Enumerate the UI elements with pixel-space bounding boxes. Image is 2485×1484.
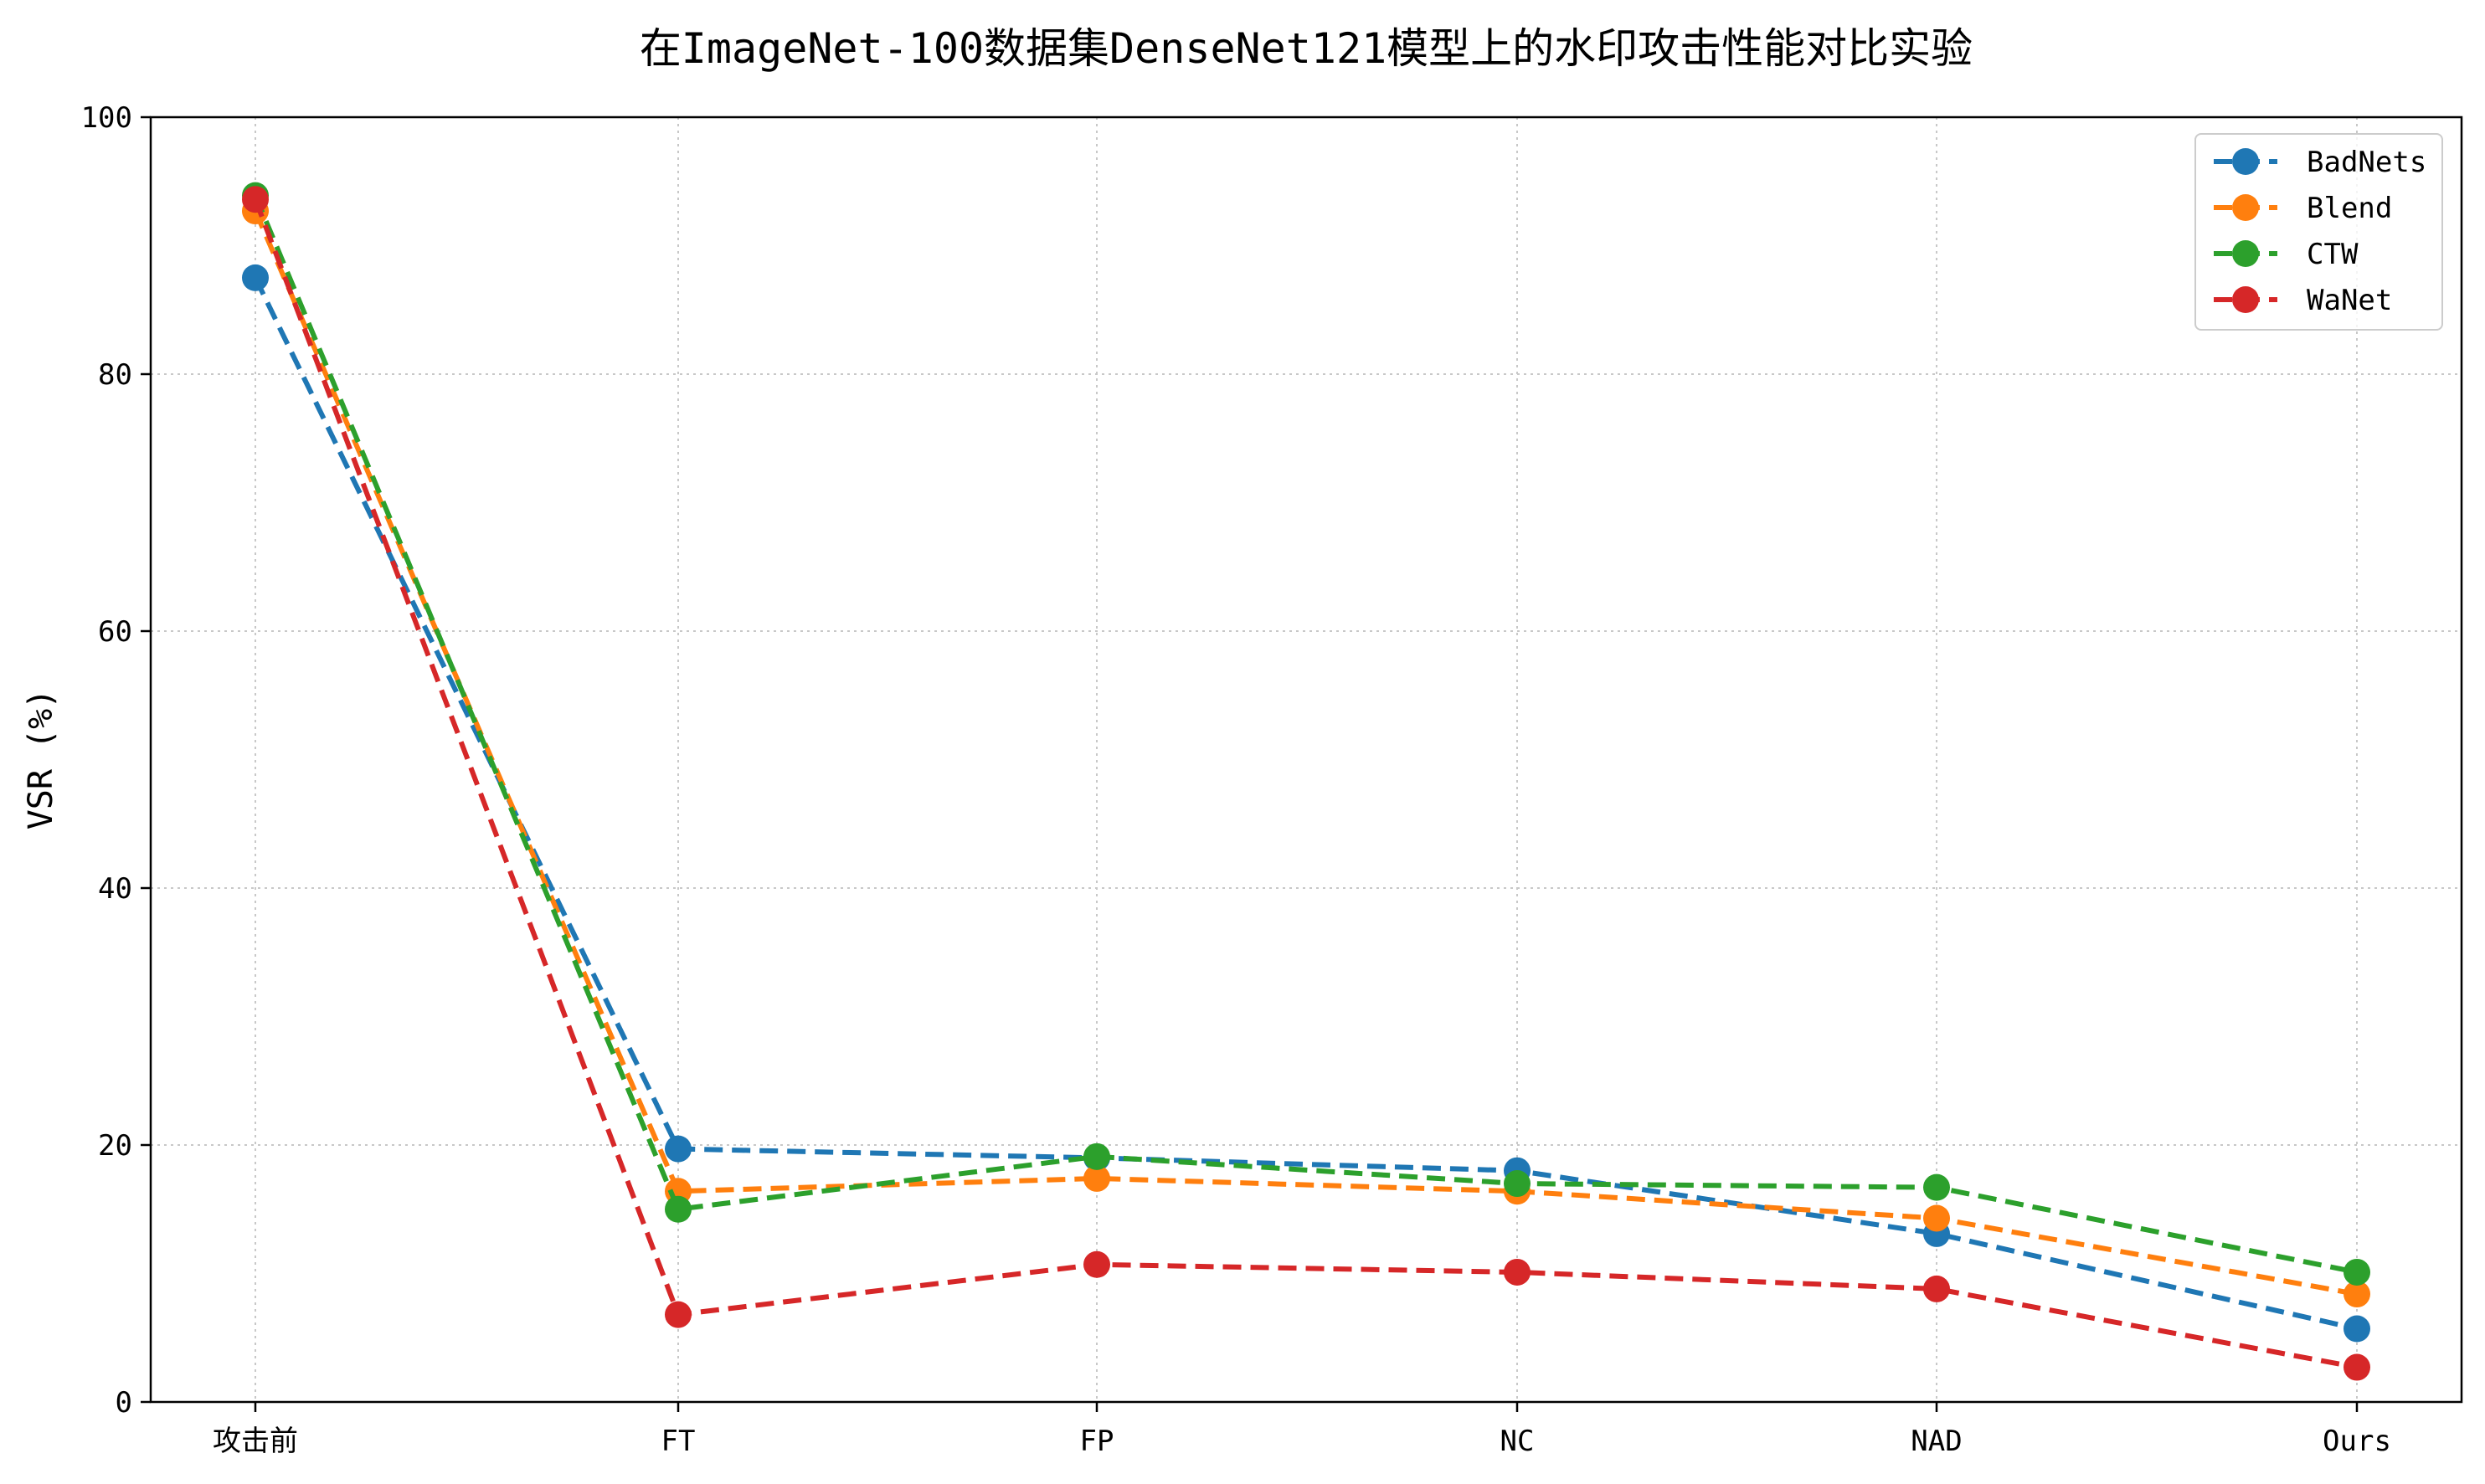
legend-marker-badnets (2232, 148, 2259, 175)
x-tick-label: Ours (2323, 1425, 2391, 1458)
x-tick-label: 攻击前 (213, 1425, 298, 1458)
y-tick-label: 20 (98, 1129, 132, 1163)
legend-label-ctw: CTW (2307, 238, 2359, 271)
data-point-badnets (2344, 1315, 2370, 1343)
y-tick-label: 80 (98, 358, 132, 392)
data-point-wanet (1504, 1258, 1531, 1286)
legend-label-badnets: BadNets (2307, 146, 2426, 179)
x-tick-label: FT (661, 1425, 696, 1458)
data-point-blend (1923, 1204, 1950, 1232)
data-point-wanet (242, 186, 269, 213)
legend-marker-wanet (2232, 286, 2259, 313)
x-tick-label: NAD (1911, 1425, 1962, 1458)
plot-frame (149, 116, 2463, 1404)
data-point-ctw (1923, 1173, 1950, 1201)
tick-layer: 攻击前 FT FP NC NAD Ours 0 20 40 60 80 100 (81, 101, 2391, 1458)
legend-label-blend: Blend (2307, 192, 2392, 225)
data-point-badnets (242, 264, 269, 291)
series-line-ctw (253, 194, 2358, 1275)
legend-frame (2194, 133, 2443, 331)
legend-label-wanet: WaNet (2307, 284, 2392, 317)
y-axis-label: VSR (%) (22, 689, 60, 830)
data-point-wanet (2344, 1353, 2370, 1381)
data-point-ctw (1504, 1170, 1531, 1198)
x-tick-label: NC (1500, 1425, 1535, 1458)
y-tick-label: 0 (116, 1386, 132, 1420)
chart-title: 在ImageNet-100数据集DenseNet121模型上的水印攻击性能对比实… (640, 24, 1973, 73)
data-point-blend (1083, 1164, 1110, 1192)
data-point-blend (2344, 1281, 2370, 1308)
data-point-wanet (1083, 1250, 1110, 1278)
data-point-ctw (665, 1195, 692, 1223)
data-point-ctw (2344, 1258, 2370, 1286)
data-point-wanet (665, 1301, 692, 1328)
legend-marker-blend (2232, 194, 2259, 221)
series-layer (242, 182, 2370, 1381)
data-point-ctw (1083, 1143, 1110, 1170)
y-tick-label: 100 (81, 101, 132, 135)
data-point-badnets (665, 1135, 692, 1163)
x-tick-label: FP (1080, 1425, 1114, 1458)
series-line-blend (253, 209, 2358, 1297)
legend: BadNets Blend CTW WaNet (2194, 133, 2443, 331)
series-line-wanet (253, 198, 2358, 1370)
series-line-badnets (253, 276, 2358, 1332)
y-tick-label: 40 (98, 872, 132, 906)
legend-marker-ctw (2232, 240, 2259, 267)
data-point-wanet (1923, 1275, 1950, 1302)
y-tick-label: 60 (98, 615, 132, 649)
